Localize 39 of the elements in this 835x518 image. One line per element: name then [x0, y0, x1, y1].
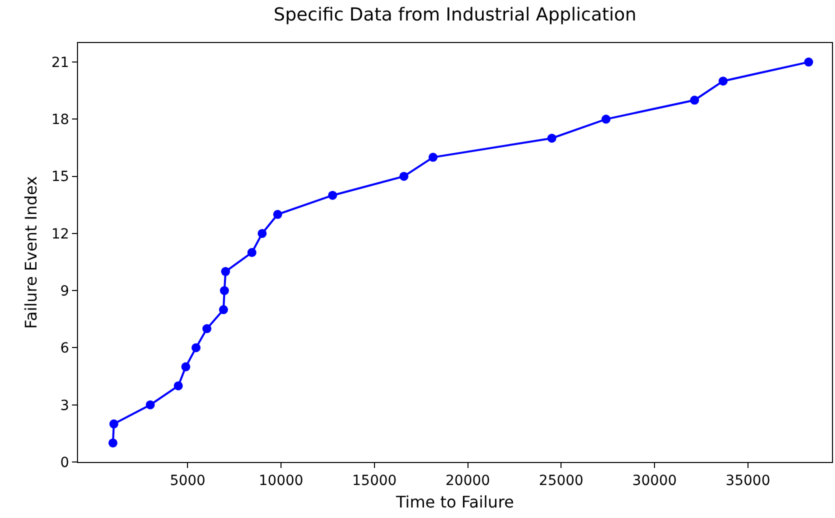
- point: [804, 58, 814, 67]
- x-tick-label: 10000: [258, 472, 304, 489]
- y-axis-title: Failure Event Index: [21, 176, 40, 329]
- point: [273, 210, 282, 219]
- point: [202, 324, 212, 334]
- y-tick-label: 12: [51, 226, 70, 242]
- y-tick-label: 3: [60, 398, 70, 414]
- y-tick-label: 18: [51, 112, 70, 128]
- x-tick-label: 35000: [726, 472, 770, 489]
- x-tick-label: 30000: [632, 472, 677, 489]
- point: [181, 362, 190, 372]
- x-tick-label: 15000: [352, 472, 397, 489]
- x-tick-label: 20000: [446, 472, 490, 489]
- point: [174, 381, 183, 390]
- point: [258, 228, 267, 238]
- point: [718, 76, 728, 86]
- y-tick-label: 0: [60, 454, 70, 471]
- y-tick-label: 21: [51, 54, 70, 71]
- point: [547, 134, 556, 143]
- point: [108, 438, 118, 448]
- point: [219, 305, 228, 314]
- y-tick-label: 6: [60, 340, 70, 357]
- point: [146, 400, 155, 410]
- point: [602, 114, 611, 124]
- y-tick-label: 15: [51, 169, 70, 186]
- x-axis-title: Time to Failure: [394, 492, 514, 512]
- point: [220, 286, 229, 296]
- y-tick-label: 9: [60, 283, 70, 300]
- point: [192, 343, 201, 352]
- point: [428, 152, 438, 162]
- point: [247, 248, 256, 257]
- x-tick-label: 25000: [538, 472, 584, 489]
- point: [328, 190, 338, 200]
- point: [399, 172, 408, 181]
- point: [690, 96, 700, 105]
- point: [109, 419, 118, 428]
- chart-title: Specific Data from Industrial Application: [274, 4, 636, 26]
- point: [221, 267, 230, 276]
- x-tick-label: 5000: [170, 472, 206, 489]
